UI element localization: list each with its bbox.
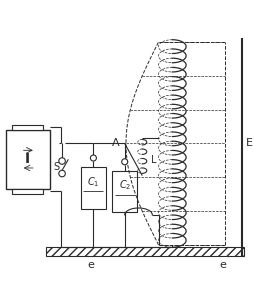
Text: $C_1$: $C_1$ <box>87 175 99 188</box>
Circle shape <box>59 158 65 164</box>
Bar <box>46 247 243 256</box>
Bar <box>112 171 137 212</box>
Text: I: I <box>25 152 30 166</box>
Bar <box>6 130 49 188</box>
Bar <box>81 167 105 209</box>
Bar <box>12 125 43 130</box>
Circle shape <box>90 155 96 161</box>
Text: $C_2$: $C_2$ <box>118 179 130 192</box>
Text: A: A <box>112 138 119 149</box>
Text: S: S <box>53 162 59 172</box>
Text: e: e <box>87 260 94 270</box>
Bar <box>12 188 43 194</box>
Bar <box>46 247 243 256</box>
Text: E: E <box>245 138 252 149</box>
Circle shape <box>59 170 65 177</box>
Text: e: e <box>218 260 225 270</box>
Text: L: L <box>150 155 155 165</box>
Circle shape <box>121 159 127 165</box>
